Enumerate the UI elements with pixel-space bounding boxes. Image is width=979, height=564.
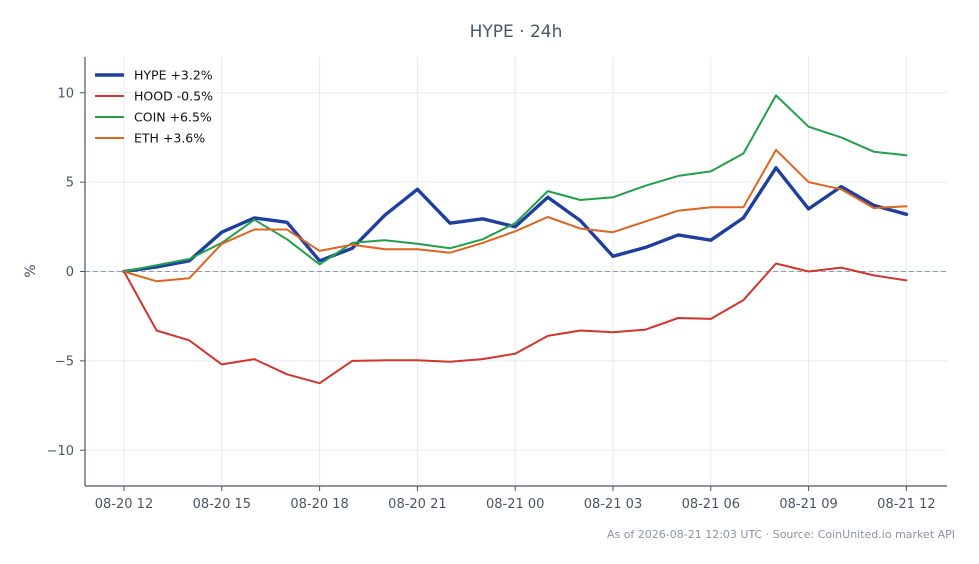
y-tick-labels: −10 −5 0 5 10 xyxy=(47,86,74,459)
y-tick-label: 10 xyxy=(57,86,74,101)
x-tick-labels: 08-20 12 08-20 15 08-20 18 08-20 21 08-21 00… xyxy=(95,497,936,512)
series-line-hood xyxy=(123,262,908,385)
chart-title: HYPE · 24h xyxy=(470,22,563,42)
x-tick-label: 08-21 12 xyxy=(877,497,935,512)
x-tick-label: 08-21 03 xyxy=(584,497,642,512)
y-tick-label: 0 xyxy=(66,265,74,280)
series-line-coin xyxy=(123,94,908,273)
y-axis-label: % xyxy=(23,264,39,277)
legend-label-hood: HOOD -0.5% xyxy=(134,89,213,104)
y-tick-label: −10 xyxy=(47,444,74,459)
legend: HYPE +3.2% HOOD -0.5% COIN +6.5% ETH +3.6% xyxy=(95,68,213,146)
legend-label-hype: HYPE +3.2% xyxy=(134,68,213,83)
series-line-hype xyxy=(122,166,909,274)
legend-label-coin: COIN +6.5% xyxy=(134,110,212,125)
x-tick-label: 08-21 06 xyxy=(682,497,740,512)
series-lines xyxy=(122,94,909,385)
series-line-eth xyxy=(123,148,908,283)
axes xyxy=(80,57,947,491)
x-tick-label: 08-20 15 xyxy=(193,497,251,512)
x-tick-label: 08-20 18 xyxy=(290,497,348,512)
legend-label-eth: ETH +3.6% xyxy=(134,131,205,146)
x-tick-label: 08-21 09 xyxy=(779,497,837,512)
x-tick-label: 08-21 00 xyxy=(486,497,544,512)
x-tick-label: 08-20 21 xyxy=(388,497,446,512)
x-tick-label: 08-20 12 xyxy=(95,497,153,512)
y-tick-label: 5 xyxy=(66,176,74,191)
y-tick-label: −5 xyxy=(55,354,74,369)
source-footer: As of 2026-08-21 12:03 UTC · Source: Coi… xyxy=(607,528,955,541)
